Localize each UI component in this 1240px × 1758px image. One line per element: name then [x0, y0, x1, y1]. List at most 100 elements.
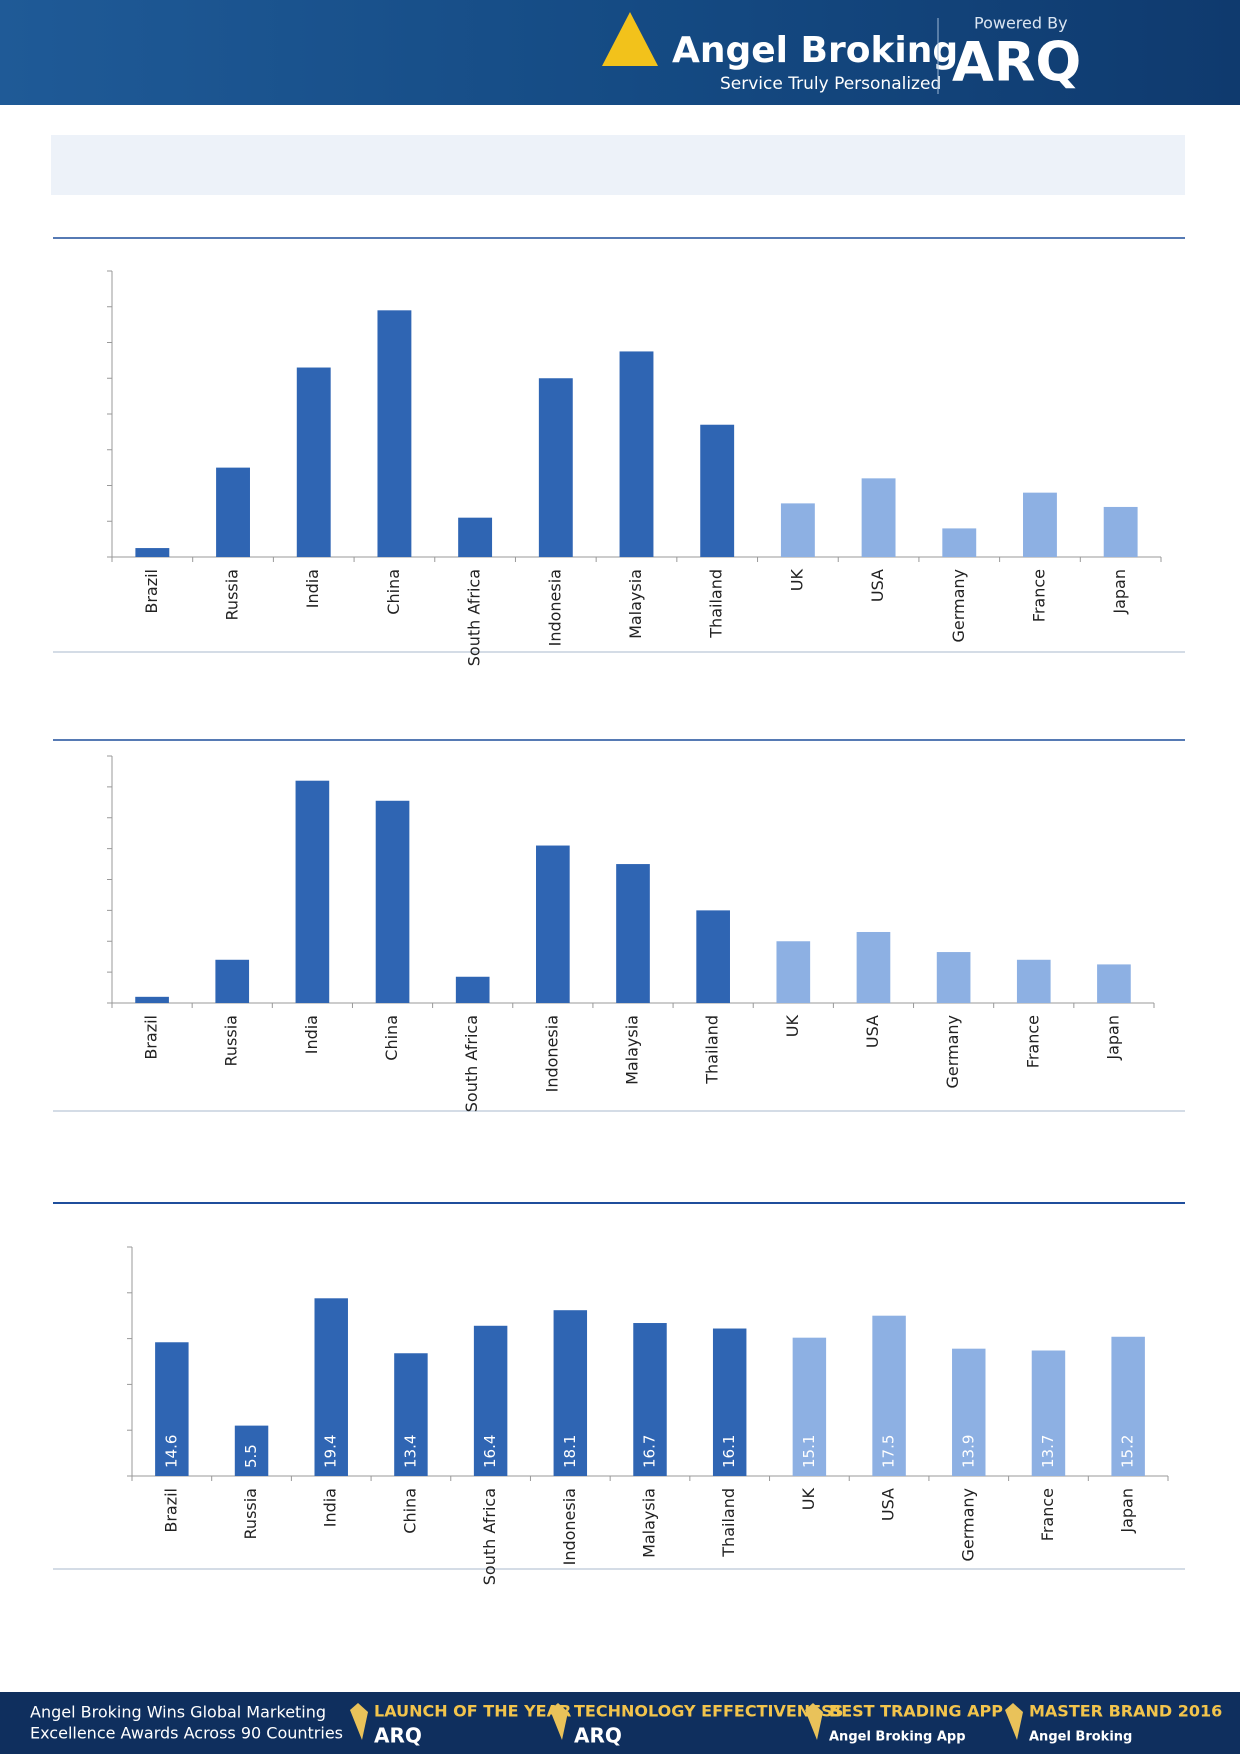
x-tick-label: South Africa	[462, 1015, 481, 1112]
x-tick-label: Russia	[222, 1015, 241, 1066]
bar	[234, 1425, 269, 1476]
bar	[872, 1315, 906, 1476]
award-product: Angel Broking	[1029, 1730, 1132, 1745]
bar	[776, 941, 811, 1003]
x-tick-label: Malaysia	[623, 1015, 642, 1085]
x-tick-label: Japan	[1110, 569, 1129, 615]
x-tick-label: India	[302, 1015, 321, 1054]
award-title: MASTER BRAND 2016	[1029, 1702, 1222, 1721]
data-label: 18.1	[561, 1435, 579, 1468]
bar	[455, 976, 490, 1003]
bar	[553, 1310, 588, 1476]
bar	[377, 310, 412, 557]
x-tick-label: Germany	[943, 1015, 962, 1089]
data-label: 14.6	[162, 1435, 180, 1468]
bar	[296, 367, 331, 557]
bar	[295, 780, 330, 1003]
bar	[536, 845, 570, 1003]
x-tick-label: Germany	[958, 1488, 977, 1562]
data-label: 13.4	[401, 1435, 419, 1468]
x-tick-label: Brazil	[161, 1488, 180, 1533]
x-tick-label: Indonesia	[542, 1015, 561, 1092]
bar	[375, 800, 410, 1003]
bar	[458, 517, 493, 557]
bar	[215, 959, 250, 1003]
logo-icon	[602, 12, 658, 66]
x-tick-label: China	[382, 1015, 401, 1061]
bar	[952, 1348, 986, 1476]
data-label: 15.2	[1119, 1435, 1137, 1468]
x-tick-label: Malaysia	[640, 1488, 659, 1558]
bar	[216, 467, 250, 557]
bar	[633, 1323, 667, 1476]
x-tick-label: France	[1029, 569, 1048, 622]
bar	[856, 931, 891, 1003]
bar	[1103, 506, 1138, 557]
footer-headline: Excellence Awards Across 90 Countries	[30, 1724, 343, 1743]
bar	[696, 910, 730, 1003]
award-title: TECHNOLOGY EFFECTIVENESS	[574, 1702, 843, 1721]
x-tick-label: USA	[863, 1015, 882, 1048]
bar	[473, 1325, 508, 1476]
footer-headline: Angel Broking Wins Global Marketing	[30, 1703, 326, 1722]
x-tick-label: USA	[868, 569, 887, 602]
x-tick-label: Brazil	[142, 1015, 161, 1060]
data-label: 13.7	[1039, 1435, 1057, 1468]
x-tick-label: UK	[787, 568, 806, 591]
bar	[1016, 959, 1051, 1003]
award-icon	[350, 1703, 368, 1740]
data-label: 16.1	[720, 1435, 738, 1468]
powered-by: Powered By	[974, 14, 1068, 33]
bar	[538, 378, 573, 557]
award-icon	[1005, 1703, 1023, 1740]
x-tick-label: Russia	[241, 1488, 260, 1539]
award-icon	[550, 1703, 568, 1740]
award-icon	[805, 1703, 823, 1740]
x-tick-label: USA	[879, 1488, 898, 1521]
x-tick-label: Brazil	[142, 569, 161, 614]
data-label: 16.4	[481, 1435, 499, 1468]
x-tick-label: South Africa	[480, 1488, 499, 1585]
bar	[936, 952, 971, 1003]
award-product: ARQ	[374, 1724, 422, 1748]
title-box	[51, 135, 1185, 195]
tagline: Service Truly Personalized	[720, 74, 941, 94]
bar	[314, 1298, 348, 1476]
bar	[616, 864, 650, 1003]
bar	[1111, 1336, 1145, 1476]
award-product: ARQ	[574, 1724, 622, 1748]
x-tick-label: South Africa	[465, 569, 484, 666]
award-product: Angel Broking App	[829, 1730, 966, 1745]
data-label: 13.9	[959, 1435, 977, 1468]
brand: Angel Broking	[672, 30, 958, 71]
bar	[780, 503, 815, 557]
data-label: 5.5	[242, 1444, 260, 1468]
x-tick-label: Thailand	[719, 1488, 738, 1558]
x-tick-label: China	[384, 569, 403, 615]
bar	[861, 478, 896, 557]
x-tick-label: Indonesia	[560, 1488, 579, 1565]
x-tick-label: India	[303, 569, 322, 608]
bar	[942, 528, 977, 557]
bar	[135, 996, 169, 1003]
bar	[1023, 492, 1057, 557]
bar	[712, 1328, 747, 1476]
x-tick-label: France	[1023, 1015, 1042, 1068]
x-tick-label: India	[321, 1488, 340, 1527]
x-tick-label: UK	[783, 1014, 802, 1037]
x-tick-label: UK	[799, 1487, 818, 1510]
data-label: 19.4	[322, 1435, 340, 1468]
bar	[394, 1353, 428, 1476]
data-label: 16.7	[641, 1435, 659, 1468]
x-tick-label: Malaysia	[626, 569, 645, 639]
x-tick-label: Russia	[223, 569, 242, 620]
bar	[700, 424, 735, 557]
x-tick-label: Indonesia	[545, 569, 564, 646]
footer-banner	[0, 1692, 1240, 1754]
x-tick-label: Japan	[1118, 1488, 1137, 1534]
award-title: BEST TRADING APP	[829, 1702, 1003, 1721]
data-label: 15.1	[800, 1435, 818, 1468]
bar	[792, 1337, 827, 1476]
bar	[135, 548, 170, 557]
